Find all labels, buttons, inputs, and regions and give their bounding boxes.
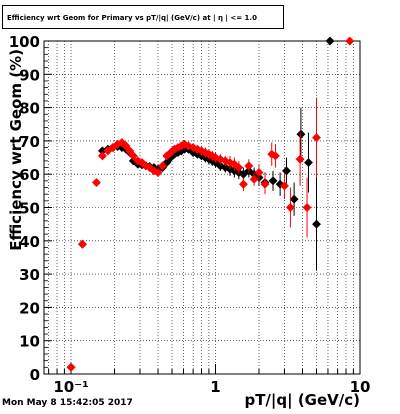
y-tick-label: 80 bbox=[19, 100, 40, 118]
data-point-red bbox=[128, 151, 138, 161]
data-point-red bbox=[345, 36, 355, 46]
y-tick-label: 20 bbox=[19, 299, 40, 317]
data-point-red bbox=[158, 161, 168, 171]
data-point-black bbox=[311, 219, 322, 229]
y-tick-label: 60 bbox=[19, 166, 40, 184]
data-point-black bbox=[303, 157, 314, 168]
x-axis-label: pT/|q| (GeV/c) bbox=[244, 391, 360, 410]
data-point-red bbox=[270, 151, 281, 161]
data-point-red bbox=[302, 202, 312, 213]
data-point-red bbox=[66, 362, 76, 372]
data-point-red bbox=[91, 177, 102, 188]
y-tick-label: 50 bbox=[19, 200, 40, 218]
data-point-red bbox=[234, 162, 244, 173]
x-tick-label: 10 bbox=[350, 378, 371, 396]
data-point-red bbox=[311, 133, 322, 143]
y-tick-label: 30 bbox=[19, 266, 40, 284]
data-point-red bbox=[121, 141, 131, 151]
data-point-red bbox=[285, 202, 295, 213]
data-point-red bbox=[117, 138, 127, 148]
data-point-red bbox=[97, 151, 108, 161]
plot-frame bbox=[43, 40, 361, 375]
x-tick-label: 10⁻¹ bbox=[53, 378, 88, 396]
y-tick-label: 90 bbox=[19, 66, 40, 84]
data-point-black bbox=[268, 176, 278, 186]
y-axis-label: Efficiency wrt Geom (%) bbox=[7, 49, 25, 251]
data-point-red bbox=[295, 154, 305, 164]
data-point-black bbox=[281, 166, 292, 176]
y-tick-label: 40 bbox=[19, 233, 40, 251]
y-tick-label: 0 bbox=[30, 366, 40, 384]
data-point-red bbox=[260, 179, 270, 189]
data-point-red bbox=[77, 239, 88, 249]
y-tick-label: 70 bbox=[19, 133, 40, 151]
data-point-red bbox=[238, 179, 248, 189]
y-tick-label: 10 bbox=[19, 333, 40, 351]
x-tick-label: 1 bbox=[210, 378, 220, 396]
y-tick-label: 100 bbox=[9, 33, 40, 51]
data-point-black bbox=[289, 194, 299, 204]
data-point-black bbox=[296, 129, 306, 139]
data-point-red bbox=[153, 167, 163, 178]
data-point-red bbox=[254, 167, 264, 178]
data-point-red bbox=[244, 161, 254, 171]
data-point-black bbox=[275, 179, 285, 189]
data-point-red bbox=[279, 181, 290, 191]
chart-title: Efficiency wrt Geom for Primary vs pT/|q… bbox=[2, 5, 284, 29]
data-point-red bbox=[249, 174, 259, 184]
timestamp-footer: Mon May 8 15:42:05 2017 bbox=[2, 398, 133, 408]
data-point-black bbox=[325, 36, 335, 46]
